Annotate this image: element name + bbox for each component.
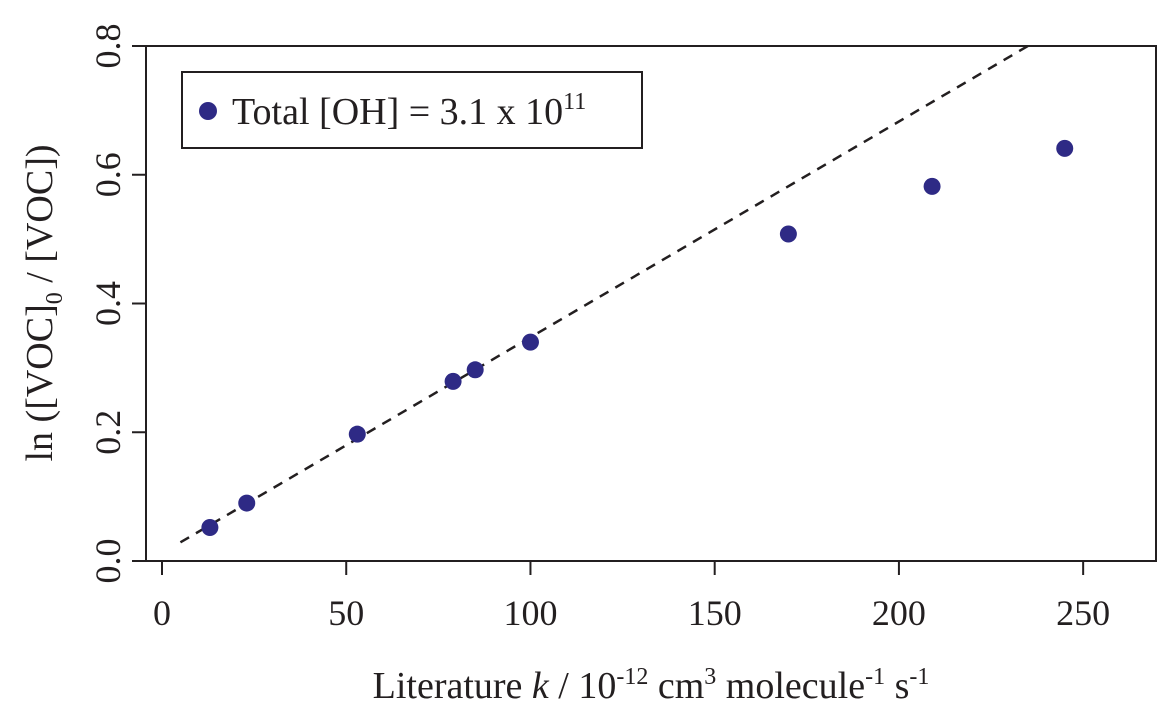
data-point: [1056, 139, 1074, 157]
x-axis-title: Literature k / 10-12 cm3 molecule-1 s-1: [373, 664, 930, 706]
legend-box: [181, 71, 643, 149]
y-tick-label: 0.0: [88, 539, 128, 584]
data-point: [348, 425, 366, 443]
y-tick-label: 0.6: [88, 152, 128, 197]
x-tick-label: 100: [503, 593, 557, 633]
data-points: [201, 139, 1074, 537]
x-tick-label: 0: [153, 593, 171, 633]
data-point: [201, 519, 219, 537]
y-axis-title: ln ([VOC]0 / [VOC]): [19, 144, 68, 461]
x-tick-label: 50: [328, 593, 364, 633]
x-tick-label: 250: [1056, 593, 1110, 633]
x-axis: 0 50 100 150 200 250: [153, 560, 1110, 633]
y-tick-label: 0.2: [88, 410, 128, 455]
data-point: [521, 333, 539, 351]
data-point: [923, 177, 941, 195]
data-point: [466, 361, 484, 379]
x-tick-label: 150: [688, 593, 742, 633]
legend-label: Total [OH] = 3.1 x 1011: [232, 89, 586, 133]
data-point: [238, 494, 256, 512]
x-tick-label: 200: [872, 593, 926, 633]
y-tick-label: 0.8: [88, 24, 128, 69]
fit-line: [179, 44, 1029, 544]
y-tick-label: 0.4: [88, 281, 128, 326]
legend-marker: [199, 102, 217, 120]
legend: Total [OH] = 3.1 x 1011: [181, 71, 643, 149]
data-point: [444, 372, 462, 390]
y-axis: 0.0 0.2 0.4 0.6 0.8: [88, 24, 147, 584]
data-point: [779, 225, 797, 243]
